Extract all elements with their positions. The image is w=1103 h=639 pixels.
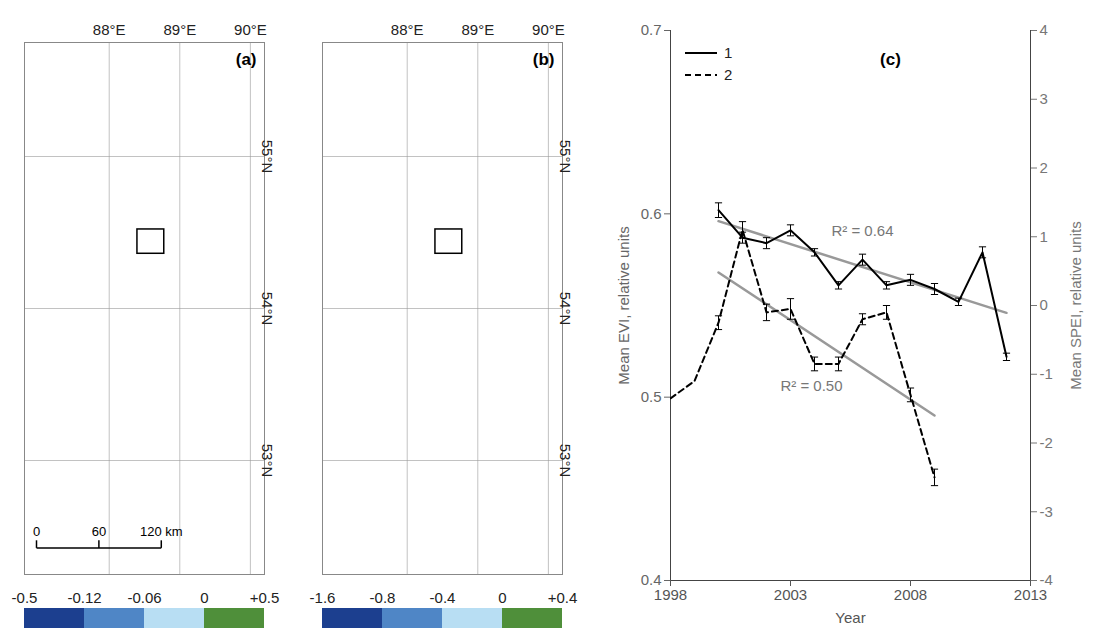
svg-text:-0.5: -0.5 bbox=[12, 589, 38, 606]
svg-text:-1.6: -1.6 bbox=[310, 589, 336, 606]
html-text:1: 1 bbox=[724, 44, 733, 61]
svg-text:(a): (a) bbox=[236, 50, 257, 69]
svg-text:2013: 2013 bbox=[1014, 586, 1047, 603]
svg-text:0.6: 0.6 bbox=[641, 205, 662, 222]
svg-text:89°E: 89°E bbox=[163, 21, 196, 38]
svg-text:0.5: 0.5 bbox=[641, 388, 662, 405]
svg-text:R² = 0.64: R² = 0.64 bbox=[831, 222, 893, 239]
svg-text:Mean EVI, relative units: Mean EVI, relative units bbox=[615, 226, 632, 384]
svg-text:0: 0 bbox=[498, 589, 506, 606]
svg-text:60: 60 bbox=[92, 524, 106, 539]
svg-text:55°N: 55°N bbox=[259, 140, 276, 174]
svg-text:-0.8: -0.8 bbox=[370, 589, 396, 606]
svg-text:2: 2 bbox=[1040, 159, 1048, 176]
svg-text:-1: -1 bbox=[1040, 365, 1053, 382]
svg-text:88°E: 88°E bbox=[391, 21, 424, 38]
svg-text:+0.4: +0.4 bbox=[548, 589, 578, 606]
svg-text:53°N: 53°N bbox=[259, 444, 276, 478]
svg-text:(b): (b) bbox=[533, 50, 555, 69]
svg-text:0: 0 bbox=[1040, 296, 1048, 313]
svg-text:-2: -2 bbox=[1040, 434, 1053, 451]
svg-text:3: 3 bbox=[1040, 90, 1048, 107]
svg-text:4: 4 bbox=[1040, 21, 1048, 38]
svg-text:1998: 1998 bbox=[654, 586, 687, 603]
svg-text:-0.12: -0.12 bbox=[67, 589, 101, 606]
svg-text:90°E: 90°E bbox=[234, 21, 267, 38]
svg-text:0.4: 0.4 bbox=[641, 571, 662, 588]
svg-text:2003: 2003 bbox=[774, 586, 807, 603]
svg-text:R² = 0.50: R² = 0.50 bbox=[780, 377, 842, 394]
svg-text:-0.06: -0.06 bbox=[127, 589, 161, 606]
svg-text:54°N: 54°N bbox=[259, 292, 276, 326]
svg-text:0.7: 0.7 bbox=[641, 21, 662, 38]
svg-text:-3: -3 bbox=[1040, 503, 1053, 520]
svg-text:88°E: 88°E bbox=[93, 21, 126, 38]
svg-text:+0.5: +0.5 bbox=[250, 589, 280, 606]
svg-text:(c): (c) bbox=[880, 50, 901, 69]
svg-text:0: 0 bbox=[33, 524, 40, 539]
svg-text:90°E: 90°E bbox=[532, 21, 565, 38]
svg-text:55°N: 55°N bbox=[557, 140, 574, 174]
svg-text:-4: -4 bbox=[1040, 571, 1053, 588]
svg-text:Mean SPEI, relative units: Mean SPEI, relative units bbox=[1067, 221, 1084, 389]
svg-text:1: 1 bbox=[1040, 228, 1048, 245]
svg-text:0: 0 bbox=[200, 589, 208, 606]
svg-text:2008: 2008 bbox=[894, 586, 927, 603]
svg-text:-0.4: -0.4 bbox=[430, 589, 456, 606]
svg-text:120 km: 120 km bbox=[140, 524, 183, 539]
svg-text:53°N: 53°N bbox=[557, 444, 574, 478]
svg-text:Year: Year bbox=[835, 609, 865, 626]
svg-text:89°E: 89°E bbox=[461, 21, 494, 38]
svg-text:54°N: 54°N bbox=[557, 292, 574, 326]
html-text:2: 2 bbox=[724, 66, 733, 83]
